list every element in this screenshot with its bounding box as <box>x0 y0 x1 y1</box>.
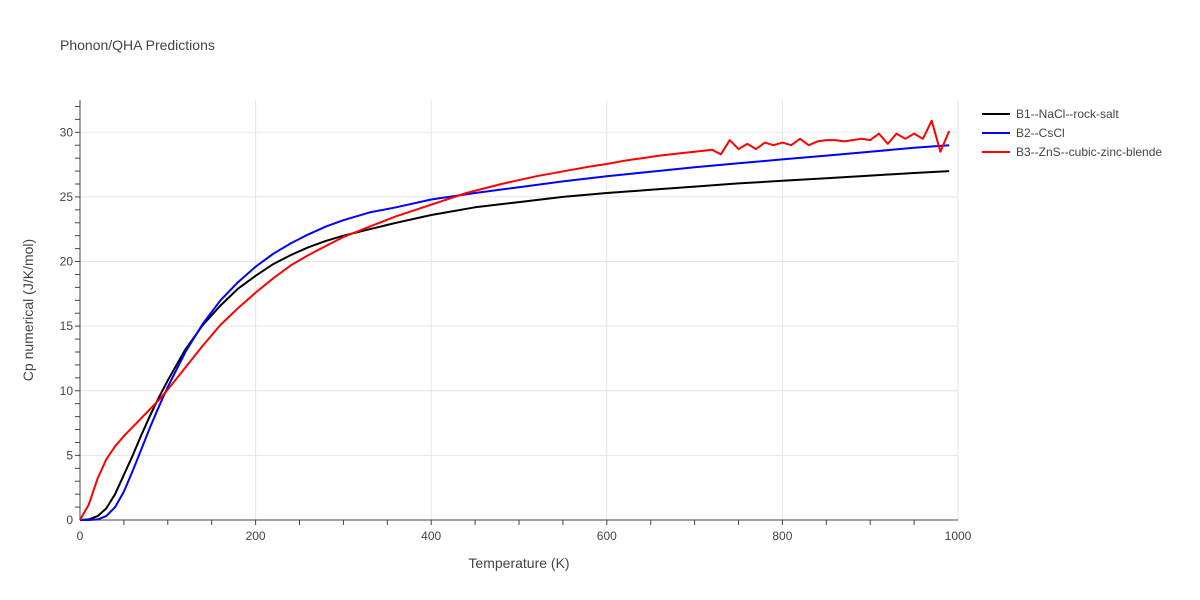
legend-label: B1--NaCl--rock-salt <box>1016 107 1119 121</box>
x-axis-label: Temperature (K) <box>468 555 569 571</box>
series-line-2 <box>80 144 950 521</box>
y-axis-label: Cp numerical (J/K/mol) <box>20 239 36 381</box>
legend-label: B3--ZnS--cubic-zinc-blende <box>1016 145 1162 159</box>
x-tick-label: 0 <box>77 529 84 543</box>
series-layer <box>79 119 951 521</box>
legend-label: B2--CsCl <box>1016 126 1065 140</box>
grid-layer <box>80 100 959 520</box>
x-tick-label: 600 <box>597 529 617 543</box>
axes-layer: 0 200 400 600 800 1000 0 5 10 15 20 25 30 <box>60 100 972 543</box>
y-tick-label: 0 <box>66 513 73 527</box>
y-tick-label: 25 <box>60 190 74 204</box>
x-tick-label: 400 <box>421 529 441 543</box>
chart-title: Phonon/QHA Predictions <box>60 37 215 53</box>
y-tick-label: 10 <box>60 384 74 398</box>
y-tick-label: 20 <box>60 255 74 269</box>
y-tick-label: 5 <box>66 448 73 462</box>
x-tick-label: 800 <box>772 529 792 543</box>
series-line-3 <box>79 119 951 521</box>
y-tick-label: 30 <box>60 125 74 139</box>
x-tick-label: 200 <box>246 529 266 543</box>
series-line-1 <box>79 170 950 521</box>
legend: B1--NaCl--rock-salt B2--CsCl B3--ZnS--cubi… <box>982 107 1162 159</box>
y-tick-label: 15 <box>60 319 74 333</box>
x-tick-label: 1000 <box>945 529 972 543</box>
